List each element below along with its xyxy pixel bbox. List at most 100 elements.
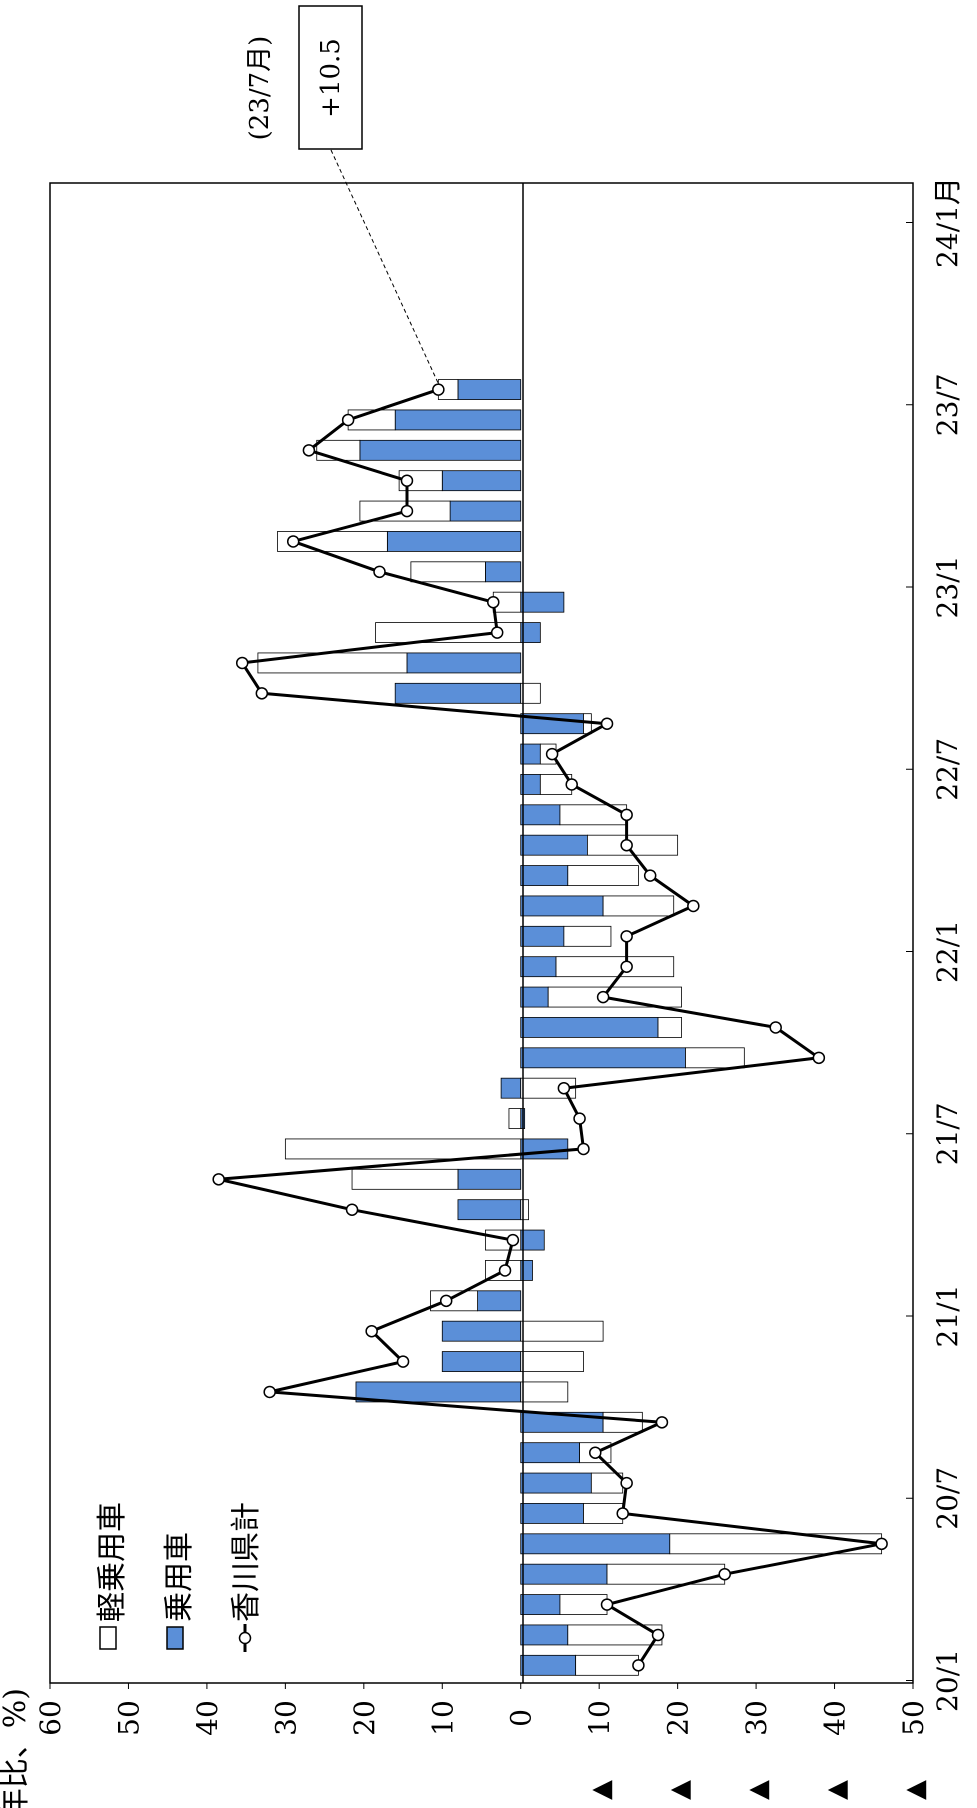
total-point-21/11 xyxy=(596,990,610,1004)
bar-passenger-21/6 xyxy=(520,1138,569,1160)
total-point-21/1 xyxy=(439,1294,453,1308)
bar-passenger-21/9 xyxy=(520,1047,686,1069)
legend: 軽乗用車 乗用車 香川県計 xyxy=(95,1502,264,1652)
x-tick-label: 23/7 xyxy=(931,373,964,436)
total-point-23/1 xyxy=(373,565,386,579)
bar-light-20/1 xyxy=(575,1654,639,1676)
total-point-23/6 xyxy=(341,413,355,427)
y-tick-label: 30 xyxy=(269,1700,302,1736)
total-point-23/2 xyxy=(286,535,300,548)
y-tick-label: 30 xyxy=(740,1700,773,1736)
x-tick-label: 24/1月 xyxy=(931,177,964,268)
bar-passenger-20/10 xyxy=(355,1381,522,1403)
bar-passenger-20/6 xyxy=(520,1503,584,1524)
bar-light-20/9 xyxy=(602,1411,643,1433)
y-tick-label: 60 xyxy=(34,1700,67,1736)
y-tick-label: 50 xyxy=(113,1700,146,1736)
y-tick-labels: 60 50 40 30 20 10 0 10 ▲ 20 ▲ 30 ▲ 40 ▲ 50 ▲ xyxy=(34,1700,930,1800)
bar-light-22/3 xyxy=(567,865,639,886)
bar-passenger-21/1 xyxy=(477,1290,522,1312)
x-tick-label: 21/1 xyxy=(931,1285,964,1348)
negative-marker: ▲ xyxy=(586,1780,616,1800)
bar-light-21/11 xyxy=(547,986,682,1008)
total-point-21/4 xyxy=(345,1203,359,1216)
bar-passenger-23/6 xyxy=(394,409,522,431)
annotation: (23/7月) +10.5 xyxy=(245,5,439,384)
x-tick-label: 20/1 xyxy=(931,1649,964,1712)
annotation-label: (23/7月) xyxy=(245,36,275,141)
total-point-20/7 xyxy=(620,1476,633,1490)
total-point-21/3 xyxy=(506,1233,520,1247)
bar-passenger-20/11 xyxy=(441,1351,522,1372)
annotation-leader xyxy=(330,149,439,384)
total-point-20/11 xyxy=(396,1355,410,1368)
bar-passenger-23/7 xyxy=(457,379,522,400)
bar-passenger-23/3 xyxy=(449,500,522,522)
bar-passenger-21/8 xyxy=(500,1077,522,1099)
tick-lines xyxy=(49,222,914,1689)
legend-label-total: 香川県計 xyxy=(229,1502,264,1622)
bar-light-21/4 xyxy=(520,1199,529,1221)
bar-passenger-21/4 xyxy=(457,1199,522,1221)
total-point-22/3 xyxy=(643,869,657,882)
total-line-group xyxy=(212,383,888,1672)
bar-light-23/5 xyxy=(316,439,361,461)
total-point-20/3 xyxy=(600,1598,614,1611)
bar-passenger-23/4 xyxy=(441,470,522,492)
negative-marker: ▲ xyxy=(900,1780,930,1800)
bar-light-20/4 xyxy=(606,1563,726,1585)
total-point-21/9 xyxy=(812,1051,826,1065)
total-point-20/4 xyxy=(718,1567,731,1581)
total-point-20/6 xyxy=(616,1507,629,1520)
y-tick-label: 50 xyxy=(897,1700,930,1736)
total-point-20/1 xyxy=(632,1659,645,1672)
bar-passenger-20/3 xyxy=(520,1594,561,1615)
total-point-22/7 xyxy=(545,747,559,761)
bar-light-21/6 xyxy=(284,1138,522,1160)
total-point-22/1 xyxy=(620,930,633,943)
bar-passenger-21/3 xyxy=(520,1229,545,1251)
y-tick-label: 10 xyxy=(583,1700,616,1736)
bar-light-23/1 xyxy=(410,561,486,583)
bar-passenger-21/12 xyxy=(520,956,557,978)
x-tick-label: 22/7 xyxy=(931,738,964,801)
total-point-20/9 xyxy=(655,1416,669,1429)
total-point-20/5 xyxy=(875,1537,888,1551)
bar-light-22/10 xyxy=(257,652,408,674)
legend-swatch-passenger xyxy=(166,1626,184,1650)
total-point-21/5 xyxy=(212,1173,225,1186)
total-point-22/5 xyxy=(620,808,633,822)
bar-light-22/1 xyxy=(563,925,612,947)
y-tick-label: 20 xyxy=(662,1700,695,1736)
bar-passenger-20/7 xyxy=(520,1472,592,1494)
bar-passenger-21/11 xyxy=(520,986,549,1008)
bar-light-21/1 xyxy=(430,1290,478,1312)
y-axis-label: (前年比、%) xyxy=(0,1688,33,1808)
negative-marker: ▲ xyxy=(665,1780,695,1800)
bar-light-21/10 xyxy=(657,1017,682,1038)
bar-passenger-23/5 xyxy=(359,439,522,461)
total-point-21/2 xyxy=(498,1264,512,1277)
bar-passenger-20/4 xyxy=(520,1563,608,1585)
legend-swatch-light xyxy=(99,1626,117,1650)
plot-frame xyxy=(49,182,914,1684)
bar-light-22/2 xyxy=(602,895,675,917)
x-tick-label: 23/1 xyxy=(931,556,964,619)
bar-passenger-23/1 xyxy=(485,561,522,583)
total-point-23/3 xyxy=(400,504,414,518)
bar-passenger-21/5 xyxy=(457,1168,522,1190)
bar-light-21/5 xyxy=(351,1168,459,1190)
legend-label-light: 軽乗用車 xyxy=(95,1502,130,1622)
bar-passenger-20/12 xyxy=(441,1320,522,1342)
negative-marker: ▲ xyxy=(822,1780,852,1800)
x-tick-label: 22/1 xyxy=(931,920,964,983)
y-tick-label: 20 xyxy=(348,1700,381,1736)
bar-light-21/7 xyxy=(508,1108,522,1129)
bar-passenger-22/5 xyxy=(520,804,561,826)
total-point-23/4 xyxy=(400,474,414,487)
total-point-20/8 xyxy=(589,1446,602,1459)
negative-marker: ▲ xyxy=(743,1780,773,1800)
bar-light-20/11 xyxy=(520,1351,584,1372)
y-tick-label: 0 xyxy=(505,1709,538,1727)
